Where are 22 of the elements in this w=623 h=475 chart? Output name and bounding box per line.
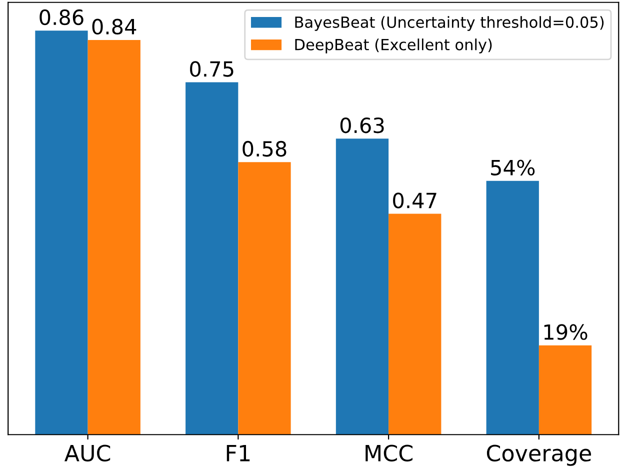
data-label: 19% (544, 324, 588, 340)
legend-label: DeepBeat (Excellent only) (295, 38, 492, 54)
x-tick-label: F1 (226, 445, 250, 462)
bar (238, 162, 291, 435)
data-label: 0.63 (340, 117, 384, 134)
bar (388, 214, 442, 435)
data-label: 0.86 (40, 9, 84, 26)
data-label: 0.58 (242, 140, 286, 157)
x-tick-label: MCC (366, 444, 412, 462)
bar (88, 40, 140, 435)
bar (186, 82, 238, 435)
data-label: 54% (491, 160, 535, 176)
bar (35, 30, 88, 435)
data-label: 0.75 (190, 61, 234, 77)
x-tick-label: AUC (64, 444, 110, 462)
x-tick-label: Coverage (486, 444, 591, 466)
bar (336, 138, 389, 435)
legend-label: BayesBeat (Uncertainty threshold=0.05) (295, 16, 604, 31)
data-label: 0.47 (393, 192, 436, 208)
bar (486, 180, 539, 435)
bar (538, 345, 592, 435)
data-label: 0.84 (92, 18, 136, 35)
